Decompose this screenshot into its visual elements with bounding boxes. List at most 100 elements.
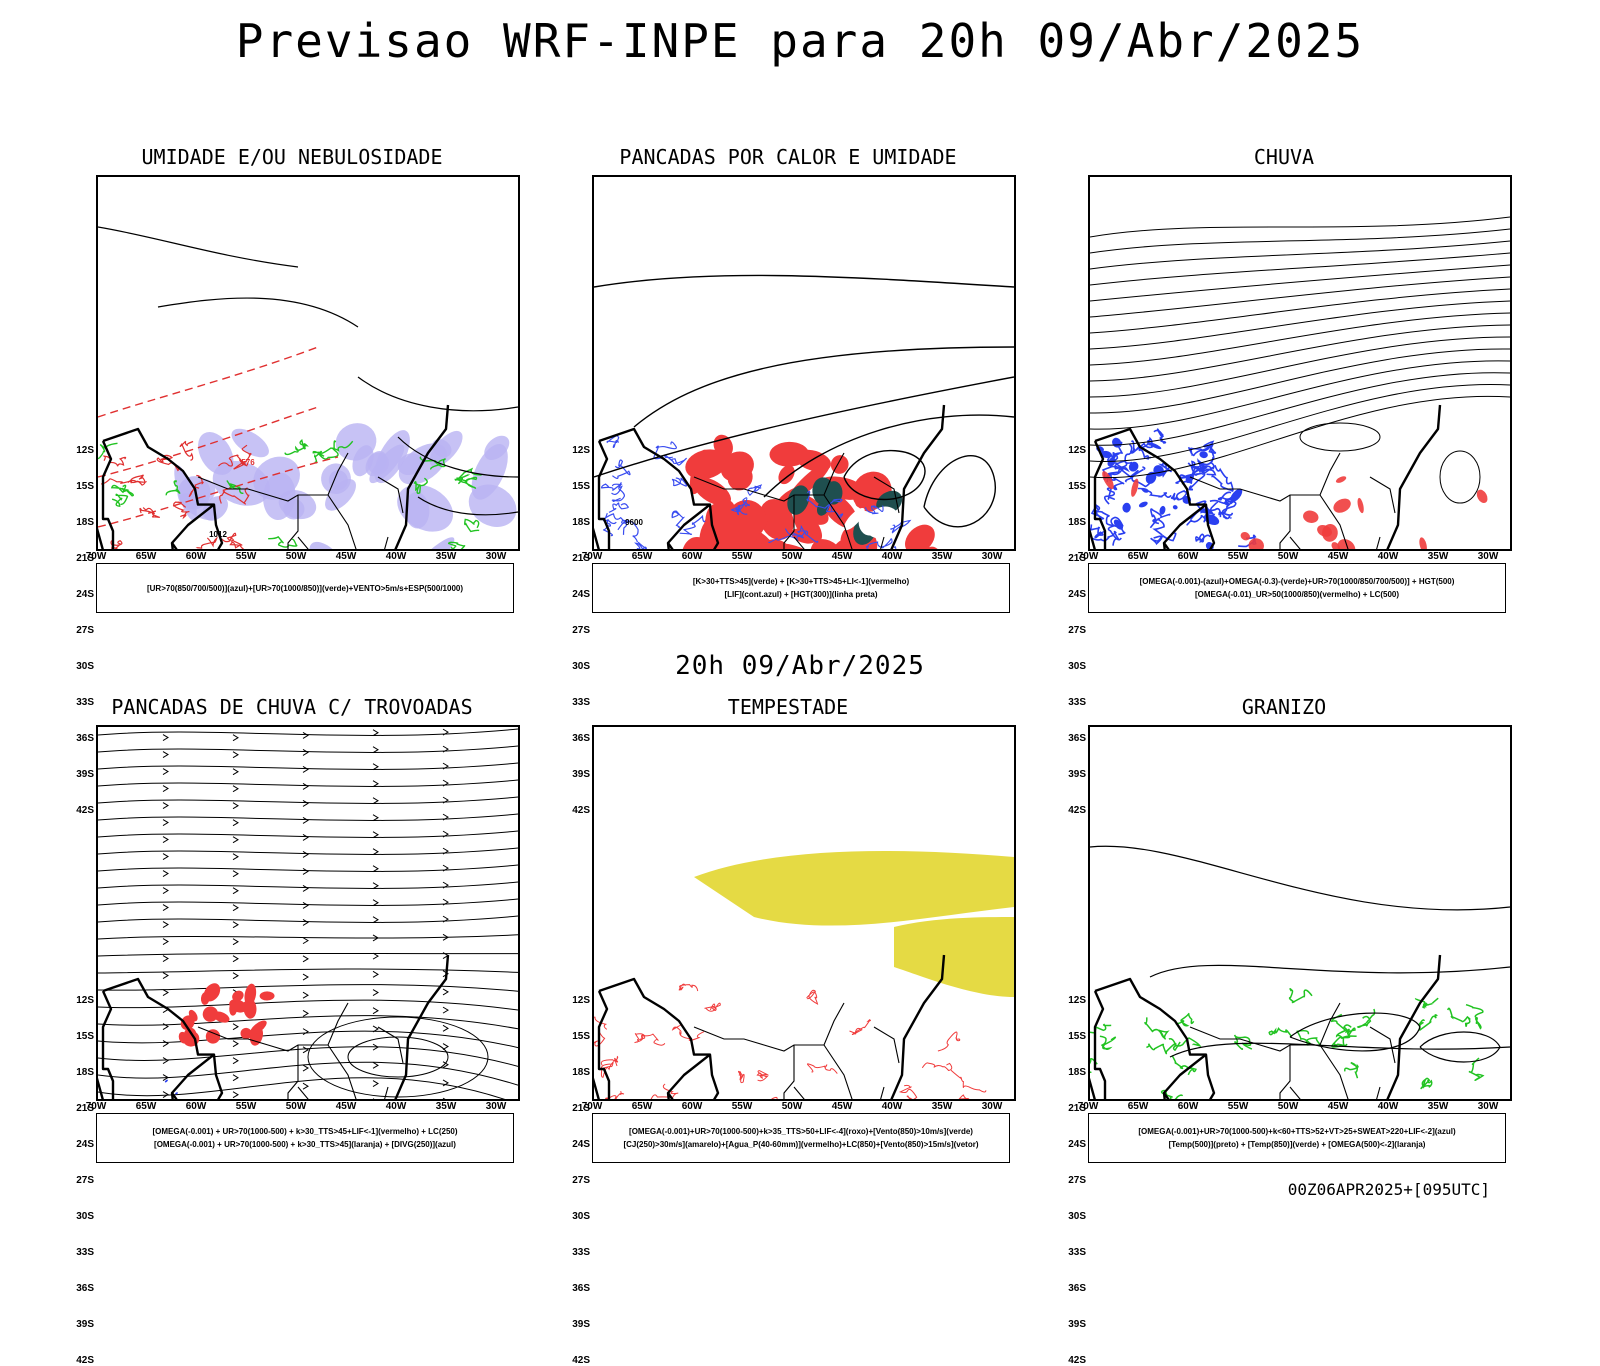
longitude-label: 35W	[435, 1101, 457, 1112]
latitude-label: 21S	[572, 553, 590, 564]
legend-line: [CJ(250)>30m/s](amarelo)+[Agua_P(40-60mm…	[623, 1140, 979, 1149]
latitude-label: 12S	[1068, 995, 1086, 1006]
latitude-label: 18S	[76, 1067, 94, 1078]
panel-pancadas-calor: PANCADAS POR CALOR E UMIDADE 12S 15S 18S 21S…	[538, 145, 1038, 816]
latitude-label: 39S	[572, 1319, 590, 1330]
longitude-label: 35W	[1427, 1101, 1449, 1112]
latitude-label: 36S	[1068, 1283, 1086, 1294]
longitude-label: 65W	[631, 551, 653, 562]
latitude-label: 42S	[76, 1355, 94, 1366]
panel-title: TEMPESTADE	[727, 695, 849, 719]
latitude-label: 33S	[572, 697, 590, 708]
legend-line: [UR>70(850/700/500)](azul)+[UR>70(1000/8…	[146, 583, 464, 593]
legend-line: [OMEGA(-0.001)+UR>70(1000-500)+k<60+TTS>…	[1138, 1127, 1456, 1136]
latitude-label: 30S	[76, 1211, 94, 1222]
legend-line: [LIF](cont.azul) + [HGT(300)](linha pret…	[724, 590, 878, 599]
longitude-label: 65W	[135, 1101, 157, 1112]
longitude-label: 65W	[1127, 551, 1149, 562]
longitude-label: 45W	[831, 551, 853, 562]
longitude-label: 35W	[435, 551, 457, 562]
longitude-label: 55W	[731, 1101, 753, 1112]
longitude-label: 30W	[485, 1101, 507, 1112]
panel-umidade: UMIDADE E/OU NEBULOSIDADE 12S 15S 18S 21S 24S…	[42, 145, 542, 816]
panel-legend: [OMEGA(-0.001) + UR>70(1000-500) + k>30_…	[96, 1113, 514, 1163]
longitude-label: 50W	[781, 551, 803, 562]
longitude-label: 70W	[1077, 1101, 1099, 1112]
panel-title: UMIDADE E/OU NEBULOSIDADE	[141, 145, 443, 169]
latitude-label: 15S	[572, 481, 590, 492]
latitude-label: 33S	[1068, 697, 1086, 708]
longitude-label: 70W	[85, 551, 107, 562]
latitude-label: 30S	[1068, 661, 1086, 672]
longitude-label: 60W	[185, 551, 207, 562]
longitude-label: 70W	[1077, 551, 1099, 562]
longitude-label: 40W	[1377, 551, 1399, 562]
latitude-label: 12S	[76, 445, 94, 456]
longitude-label: 30W	[981, 1101, 1003, 1112]
map-pancadas-calor: 96009520944093609280	[592, 175, 1016, 551]
contour-label: 9600	[625, 518, 643, 527]
latitude-label: 33S	[76, 697, 94, 708]
latitude-label: 12S	[572, 995, 590, 1006]
panel-legend: [OMEGA(-0.001)+UR>70(1000-500)+k<60+TTS>…	[1088, 1113, 1506, 1163]
panel-legend: [UR>70(850/700/500)](azul)+[UR>70(1000/8…	[96, 563, 514, 613]
longitude-label: 40W	[1377, 1101, 1399, 1112]
latitude-label: 21S	[572, 1103, 590, 1114]
longitude-label: 65W	[1127, 1101, 1149, 1112]
map-pancadas-trovoadas	[96, 725, 520, 1101]
longitude-label: 30W	[1477, 551, 1499, 562]
latitude-label: 15S	[1068, 1031, 1086, 1042]
longitude-label: 60W	[1177, 1101, 1199, 1112]
longitude-label: 40W	[881, 1101, 903, 1112]
panel-granizo: GRANIZO 12S 15S 18S 21S 24S 27S 30S 33S 36S 39S 42S…	[1034, 695, 1534, 1366]
panel-pancadas-trovoadas: PANCADAS DE CHUVA C/ TROVOADAS 12S 15S 18S 2…	[42, 695, 542, 1366]
longitude-label: 50W	[1277, 551, 1299, 562]
longitude-label: 35W	[931, 1101, 953, 1112]
longitude-label: 45W	[1327, 1101, 1349, 1112]
latitude-label: 27S	[1068, 625, 1086, 636]
latitude-label: 27S	[76, 1175, 94, 1186]
latitude-label: 24S	[76, 589, 94, 600]
legend-line: [Temp(500)](preto) + [Temp(850)](verde) …	[1168, 1140, 1426, 1149]
latitude-label: 12S	[1068, 445, 1086, 456]
longitude-label: 45W	[335, 1101, 357, 1112]
longitude-label: 70W	[581, 1101, 603, 1112]
latitude-label: 24S	[76, 1139, 94, 1150]
latitude-label: 24S	[1068, 589, 1086, 600]
latitude-label: 36S	[76, 1283, 94, 1294]
latitude-label: 27S	[572, 625, 590, 636]
panel-title: PANCADAS POR CALOR E UMIDADE	[619, 145, 957, 169]
longitude-label: 50W	[285, 1101, 307, 1112]
latitude-label: 30S	[1068, 1211, 1086, 1222]
latitude-label: 39S	[1068, 769, 1086, 780]
longitude-label: 40W	[385, 551, 407, 562]
longitude-label: 50W	[1277, 1101, 1299, 1112]
legend-line: [OMEGA(-0.001) + UR>70(1000-500) + k>30_…	[154, 1140, 456, 1149]
main-title: Previsao WRF-INPE para 20h 09/Abr/2025	[235, 14, 1365, 68]
longitude-label: 55W	[235, 551, 257, 562]
longitude-label: 70W	[581, 551, 603, 562]
longitude-label: 70W	[85, 1101, 107, 1112]
latitude-label: 42S	[572, 805, 590, 816]
latitude-label: 15S	[76, 1031, 94, 1042]
longitude-label: 50W	[781, 1101, 803, 1112]
latitude-label: 24S	[1068, 1139, 1086, 1150]
longitude-label: 35W	[1427, 551, 1449, 562]
latitude-label: 27S	[1068, 1175, 1086, 1186]
longitude-label: 45W	[1327, 551, 1349, 562]
legend-line: [OMEGA(-0.01)_UR>50(1000/850)(vermelho) …	[1194, 590, 1400, 599]
panel-legend: [OMEGA(-0.001)-(azul)+OMEGA(-0.3)-(verde…	[1088, 563, 1506, 613]
latitude-label: 15S	[1068, 481, 1086, 492]
panel-legend: [K>30+TTS>45](verde) + [K>30+TTS>45+LI<-…	[592, 563, 1010, 613]
longitude-label: 30W	[981, 551, 1003, 562]
latitude-label: 30S	[76, 661, 94, 672]
valid-time-title: 20h 09/Abr/2025	[675, 651, 925, 681]
latitude-label: 21S	[76, 553, 94, 564]
latitude-label: 12S	[572, 445, 590, 456]
legend-line: [K>30+TTS>45](verde) + [K>30+TTS>45+LI<-…	[692, 577, 910, 586]
longitude-label: 40W	[385, 1101, 407, 1112]
latitude-label: 42S	[76, 805, 94, 816]
longitude-label: 35W	[931, 551, 953, 562]
latitude-label: 18S	[572, 517, 590, 528]
latitude-label: 42S	[1068, 805, 1086, 816]
